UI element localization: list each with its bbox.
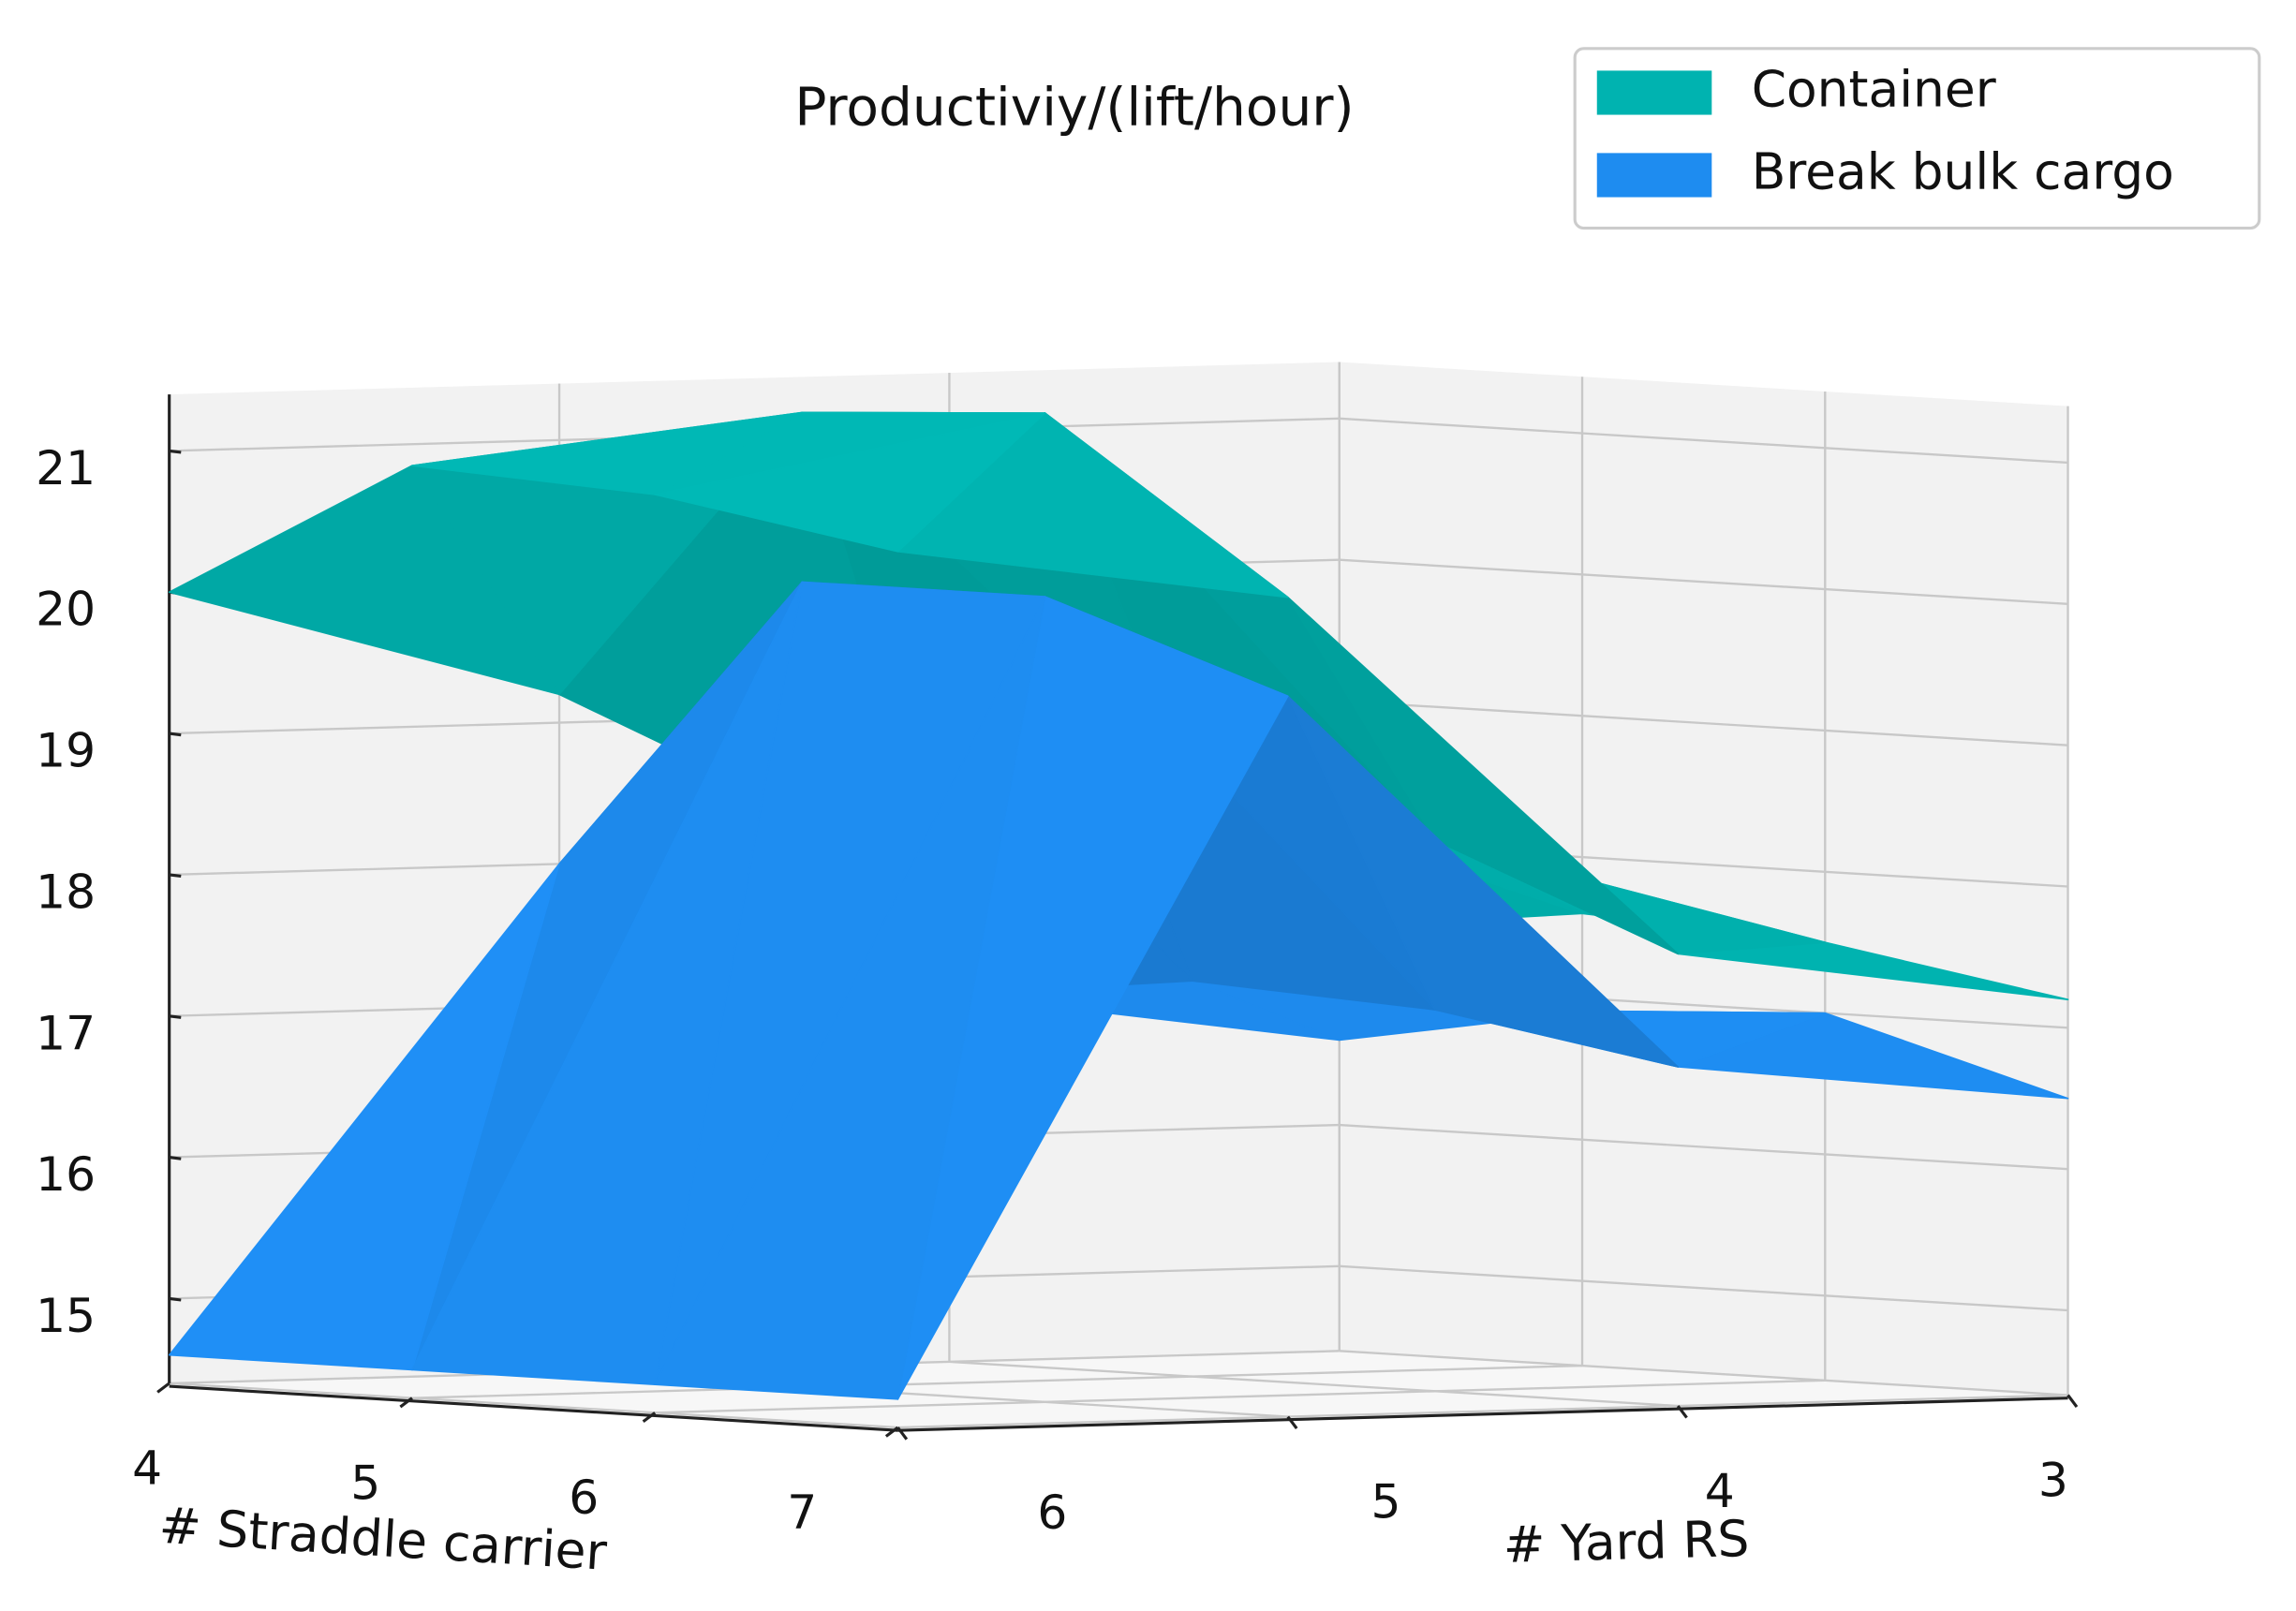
- legend-label: Container: [1752, 60, 1996, 119]
- surface-facet: [168, 465, 560, 696]
- grid-line: [1339, 700, 2068, 746]
- x-tick-label: 4: [132, 1441, 162, 1496]
- y-tick: [1676, 1405, 1688, 1419]
- y-tick-label: 3: [2038, 1452, 2068, 1507]
- y-axis-label: # Yard RS: [1503, 1509, 1750, 1574]
- y-tick-label: 5: [1371, 1473, 1401, 1529]
- y-tick: [1286, 1415, 1298, 1430]
- legend-label: Break bulk cargo: [1752, 142, 2174, 201]
- y-tick-label: 6: [1037, 1485, 1067, 1540]
- y-tick: [896, 1426, 909, 1441]
- surface-facet: [654, 412, 1046, 553]
- x-tick-label: 5: [350, 1455, 380, 1510]
- x-tick: [399, 1397, 413, 1409]
- grid-line: [897, 1394, 2068, 1429]
- grid-line: [411, 1364, 1583, 1399]
- x-tick: [156, 1382, 170, 1394]
- grid-line: [1339, 1350, 2068, 1397]
- surface-facet: [654, 596, 1046, 1400]
- z-tick-label: 18: [36, 864, 96, 919]
- y-tick-label: 4: [1705, 1463, 1735, 1518]
- grid-line: [1339, 1264, 2068, 1312]
- grid-line: [1339, 1123, 2068, 1171]
- plot: Productiviy/(lift/hour) 15 16 17 18 19 20 21 4 5…: [36, 47, 2261, 1582]
- z-tick: [169, 1156, 182, 1160]
- legend-swatch: [1596, 153, 1712, 198]
- x-tick-label: 7: [787, 1485, 817, 1540]
- z-tick: [169, 1296, 182, 1302]
- y-axis: [897, 1397, 2068, 1432]
- surface-facet: [411, 581, 804, 1385]
- legend-swatch: [1596, 70, 1712, 115]
- x-tick: [642, 1411, 657, 1424]
- z-tick: [169, 732, 182, 737]
- grid-line: [169, 1382, 898, 1429]
- surface-facet: [1287, 596, 1679, 955]
- z-tick-label: 15: [36, 1288, 96, 1343]
- z-tick-label: 21: [36, 440, 96, 495]
- x-axis: [169, 1384, 898, 1432]
- surface-facet: [168, 863, 560, 1371]
- surface-facet: [1287, 695, 1679, 1068]
- legend-frame: [1573, 47, 2261, 230]
- z-tick: [169, 1014, 182, 1019]
- z-tick-label: 17: [36, 1005, 96, 1060]
- z-tick-label: 20: [36, 582, 96, 637]
- grid-line: [655, 1379, 1826, 1414]
- chart-title: Productiviy/(lift/hour): [794, 76, 1354, 138]
- grid-line: [949, 1360, 1679, 1408]
- z-tick: [169, 873, 182, 879]
- x-axis-label: # Straddle carrier: [157, 1496, 608, 1582]
- z-tick-label: 19: [36, 723, 96, 778]
- surface-facet: [411, 411, 804, 495]
- legend: Container Break bulk cargo: [1573, 47, 2261, 230]
- y-tick: [2066, 1394, 2079, 1409]
- z-tick-label: 16: [36, 1146, 96, 1202]
- x-tick-label: 6: [569, 1470, 599, 1525]
- pane: [169, 1351, 2068, 1428]
- grid-line: [1339, 558, 2068, 605]
- x-tick: [884, 1426, 899, 1438]
- z-tick: [169, 449, 182, 454]
- grid-line: [1339, 417, 2068, 465]
